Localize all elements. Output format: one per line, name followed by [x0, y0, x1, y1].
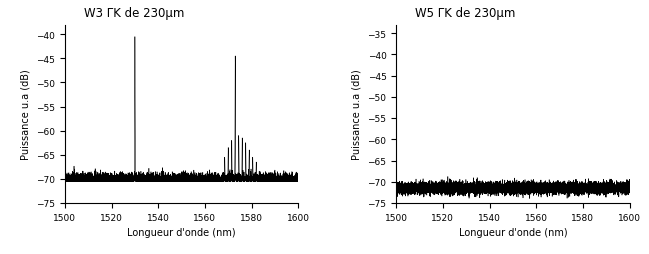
Text: W3 ΓK de 230µm: W3 ΓK de 230µm — [84, 7, 184, 20]
X-axis label: Longueur d'onde (nm): Longueur d'onde (nm) — [127, 227, 236, 237]
X-axis label: Longueur d'onde (nm): Longueur d'onde (nm) — [459, 227, 567, 237]
Y-axis label: Puissance u.a (dB): Puissance u.a (dB) — [352, 69, 362, 160]
Text: W5 ΓK de 230µm: W5 ΓK de 230µm — [415, 7, 515, 20]
Y-axis label: Puissance u.a (dB): Puissance u.a (dB) — [21, 69, 31, 160]
